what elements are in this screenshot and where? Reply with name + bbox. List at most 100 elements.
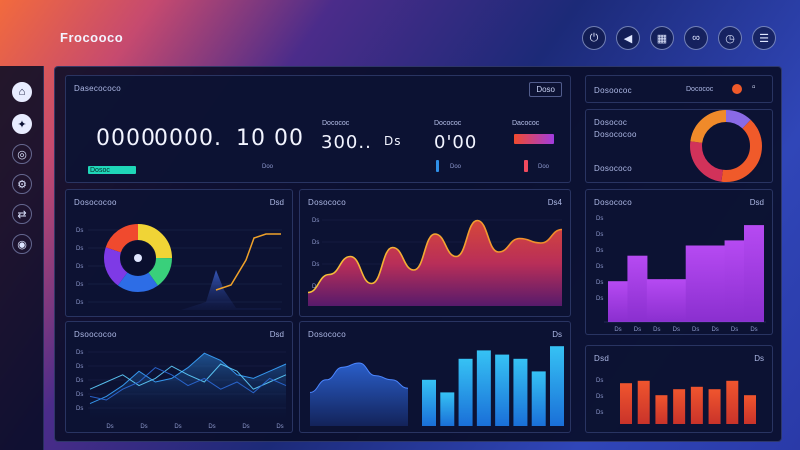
bar [744,225,764,322]
x-tick-label: Ds [731,327,738,333]
y-tick-label: Ds [76,392,83,398]
donut-panel-tag: Dsd [269,198,284,207]
y-tick-label: Ds [312,240,319,246]
bar [673,389,686,424]
right-header-title: Dosoococ [594,86,632,95]
bar [531,371,546,426]
pie-slice [104,224,172,292]
y-tick-label: Ds [596,394,603,400]
y-tick-label: Ds [76,300,83,306]
series-line [89,363,287,390]
red-bars-chart: Ds Ds Ds [596,378,756,424]
grid-icon[interactable]: ▦ [650,26,674,50]
pie-slice [104,224,172,292]
pie-slice [690,110,762,182]
right-bars-tag: Dsd [749,198,764,207]
right-header-card: Dosoococ Docococ ▫ [585,75,773,103]
line-panel-title: Dsoococoo [74,330,117,339]
donut-panel-title: Dosococoo [74,198,117,207]
x-tick-label: Ds [276,424,283,430]
kpi-value: 0'00 [434,132,478,153]
x-tick-label: Ds [750,327,757,333]
share-icon[interactable]: ⇄ [12,204,32,224]
x-tick-label: Ds [140,424,147,430]
x-tick-label: Ds [242,424,249,430]
bar [620,383,632,424]
x-tick-label: Ds [653,327,660,333]
bar [458,358,473,426]
kpi-sub-label: Doo [538,164,550,170]
right-bars-chart: Ds Ds Ds Ds Ds Ds Ds Ds Ds Ds Ds Ds Ds Ds [596,216,766,333]
back-icon[interactable]: ◀ [616,26,640,50]
bar [495,354,510,426]
kpi-value: 0000 [96,126,156,151]
pie-slice [690,110,762,182]
bar [637,380,650,424]
right-bars-title: Dosococo [594,198,632,207]
power-icon[interactable]: ⏻ [582,26,606,50]
x-tick-label: Ds [208,424,215,430]
y-tick-label: Ds [312,218,319,224]
menu-icon[interactable]: ☰ [752,26,776,50]
bar [513,358,528,426]
clock-icon[interactable]: ◷ [718,26,742,50]
kpi-mini-bar [524,160,528,172]
kpi-progress-label: Dosoc [90,167,110,174]
x-tick-label: Ds [673,327,680,333]
user-icon[interactable]: ◉ [12,234,32,254]
y-tick-label: Ds [596,248,603,254]
red-bars-title: Dsd [594,354,610,363]
bar [422,379,436,426]
main-area-title: Dosococo [308,198,346,207]
kpi-value: 10 00 [236,126,304,151]
y-tick-label: Ds [76,406,83,412]
bar [476,350,491,426]
bar [726,380,739,424]
kpi-sub-label: Doo [450,164,462,170]
y-tick-label: Ds [76,282,83,288]
bar [627,255,648,322]
series-line [215,233,281,291]
settings-icon[interactable]: ⚙ [12,174,32,194]
x-tick-label: Ds [614,327,621,333]
area-line [307,219,563,294]
link-icon[interactable]: ∞ [684,26,708,50]
small-area [181,270,281,310]
right-bars-panel: Dosococo Dsd Ds Ds Ds Ds Ds Ds Ds Ds Ds Ds Ds Ds Ds D… [585,189,773,335]
y-tick-label: Ds [596,410,603,416]
bar [705,245,726,322]
main-area-tag: Ds4 [547,198,562,207]
area-fill [310,363,408,426]
x-tick-label: Ds [174,424,181,430]
y-tick-label: Ds [596,232,603,238]
series-line [89,352,287,405]
kpi-panel-button[interactable]: Doso [529,82,562,97]
x-tick-label: Ds [634,327,641,333]
bar [724,240,745,322]
right-donut-card: Dosococ Dosococoo Dosococo [585,109,773,183]
red-bars-panel: Dsd Ds Ds Ds Ds [585,345,773,433]
pie-slice [690,110,762,182]
dashboard-main: Dasecococo Doso 0000 0000. 10 00 300.. D… [54,66,782,442]
y-tick-label: Ds [76,228,83,234]
home-icon[interactable]: ⌂ [12,82,32,102]
sidebar: ⌂ ✦ ◎ ⚙ ⇄ ◉ [0,66,44,450]
y-tick-label: Ds [596,296,603,302]
y-tick-label: Ds [76,350,83,356]
donut-center-icon [134,254,142,262]
line-panel-tag: Dsd [269,330,284,339]
globe-icon[interactable]: ◎ [12,144,32,164]
y-tick-label: Ds [596,378,603,384]
kpi-gradient-bar [514,134,554,144]
bar [646,279,667,322]
kpi-mini-bar [436,160,439,172]
pie-slice [104,224,172,292]
more-icon[interactable]: ▫ [752,82,756,93]
kpi-sub-label: Doo [262,164,274,170]
compass-icon[interactable]: ✦ [12,114,32,134]
right-donut-sub: Dosococo [594,164,632,173]
top-icon-group: ⏻ ◀ ▦ ∞ ◷ ☰ [582,26,776,50]
top-bar: Frocooco ⏻ ◀ ▦ ∞ ◷ ☰ [0,0,800,64]
y-tick-label: Ds [76,378,83,384]
